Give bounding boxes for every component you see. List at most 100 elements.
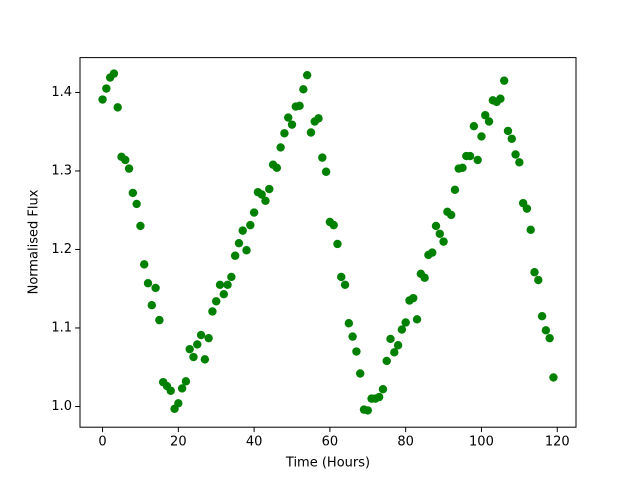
- scatter-point: [219, 290, 228, 299]
- scatter-point: [242, 246, 251, 255]
- scatter-point: [378, 385, 388, 394]
- scatter-point: [481, 111, 490, 120]
- scatter-point: [136, 221, 145, 231]
- scatter-point: [200, 355, 210, 364]
- scatter-point: [484, 117, 494, 126]
- x-tick-label: 20: [170, 435, 187, 450]
- scatter-point: [537, 311, 547, 321]
- scatter-point: [382, 356, 391, 366]
- scatter-point: [348, 332, 357, 341]
- scatter-point: [132, 199, 141, 209]
- scatter-point: [507, 134, 516, 143]
- scatter-point: [352, 347, 361, 356]
- scatter-point: [390, 348, 399, 357]
- scatter-point: [511, 150, 520, 159]
- scatter-point: [446, 210, 456, 220]
- scatter-point: [545, 333, 554, 343]
- scatter-point: [420, 273, 429, 282]
- scatter-point: [124, 164, 134, 173]
- scatter-point: [477, 132, 486, 141]
- scatter-point: [397, 325, 407, 334]
- scatter-point: [208, 307, 217, 316]
- scatter-point: [280, 129, 289, 138]
- scatter-point: [333, 239, 342, 249]
- x-tick-label: 120: [545, 435, 570, 450]
- scatter-point: [465, 151, 475, 161]
- scatter-point: [276, 143, 285, 152]
- scatter-point: [113, 103, 122, 112]
- scatter-point: [147, 301, 157, 310]
- x-tick-label: 80: [397, 435, 414, 450]
- scatter-point: [223, 280, 232, 289]
- x-axis-label: Time (Hours): [285, 456, 370, 471]
- scatter-point: [212, 297, 221, 306]
- scatter-point: [189, 352, 198, 362]
- y-axis-label: Normalised Flux: [27, 189, 42, 294]
- scatter-point: [306, 128, 316, 137]
- scatter-point: [227, 272, 236, 282]
- scatter-point: [299, 85, 308, 94]
- y-tick-label: 1.4: [51, 85, 72, 100]
- scatter-point: [155, 315, 164, 325]
- scatter-point: [439, 237, 448, 246]
- y-tick-label: 1.3: [51, 163, 72, 178]
- scatter-point: [386, 334, 395, 344]
- scatter-point: [344, 319, 354, 328]
- scatter-point: [496, 94, 505, 103]
- scatter-point: [230, 251, 240, 260]
- scatter-point: [257, 190, 266, 199]
- scatter-point: [435, 229, 444, 238]
- y-tick-label: 1.2: [51, 242, 72, 257]
- scatter-point: [374, 392, 384, 402]
- scatter-point: [121, 155, 130, 165]
- scatter-point: [363, 406, 372, 415]
- scatter-point: [287, 120, 297, 129]
- scatter-point: [166, 386, 175, 395]
- scatter-point: [549, 373, 558, 382]
- scatter-point: [302, 70, 312, 80]
- scatter-point: [473, 155, 482, 165]
- scatter-point: [193, 340, 202, 349]
- scatter-point: [249, 208, 259, 217]
- scatter-point: [356, 369, 365, 378]
- scatter-point: [530, 268, 539, 277]
- scatter-point: [321, 167, 331, 176]
- scatter-point: [541, 326, 551, 335]
- scatter-point: [401, 318, 410, 327]
- scatter-point: [234, 238, 244, 248]
- scatter-point: [503, 126, 513, 136]
- scatter-point: [151, 283, 160, 293]
- scatter-point: [140, 260, 149, 269]
- scatter-point: [98, 95, 107, 104]
- x-tick-label: 60: [322, 435, 339, 450]
- scatter-point: [340, 280, 350, 289]
- y-tick-label: 1.0: [51, 399, 72, 414]
- scatter-point: [295, 101, 304, 111]
- scatter-point: [337, 272, 346, 282]
- scatter-point: [526, 225, 535, 235]
- scatter-point: [534, 275, 543, 285]
- scatter-point: [238, 226, 247, 235]
- scatter-point: [314, 114, 323, 123]
- scatter-point: [143, 279, 153, 288]
- scatter-point: [469, 122, 479, 131]
- scatter-point: [204, 333, 213, 343]
- scatter-point: [450, 185, 460, 195]
- scatter-point: [499, 76, 509, 85]
- scatter-point: [272, 163, 282, 173]
- scatter-point: [128, 188, 138, 198]
- x-tick-label: 100: [469, 435, 494, 450]
- x-tick-label: 0: [98, 435, 106, 450]
- scatter-point: [428, 248, 437, 257]
- y-tick-label: 1.1: [51, 320, 72, 335]
- scatter-point: [458, 163, 467, 173]
- scatter-point: [265, 184, 274, 194]
- scatter-point: [177, 384, 187, 393]
- scatter-point: [174, 399, 183, 408]
- scatter-point: [185, 344, 194, 354]
- plot-frame: [79, 57, 577, 428]
- scatter-point: [215, 280, 225, 289]
- scatter-point: [246, 220, 255, 230]
- scatter-point: [284, 113, 293, 122]
